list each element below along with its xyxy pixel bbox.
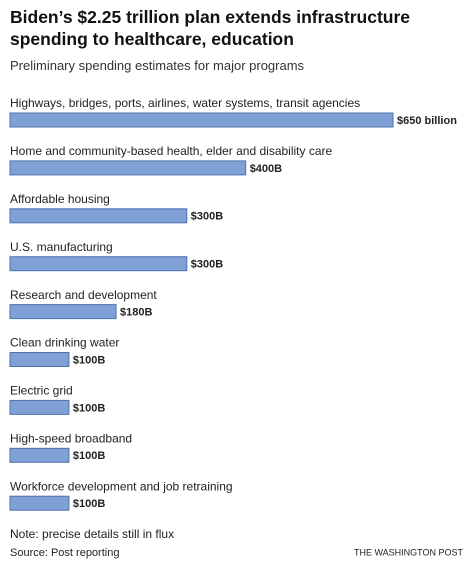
- value-label: $400B: [250, 163, 282, 175]
- value-label: $180B: [120, 307, 152, 319]
- value-label: $100B: [73, 354, 105, 366]
- category-label: Clean drinking water: [10, 336, 119, 350]
- bar: [9, 304, 117, 320]
- category-label: Home and community-based health, elder a…: [10, 144, 332, 158]
- category-label: Electric grid: [10, 384, 73, 398]
- category-label: Affordable housing: [10, 192, 110, 206]
- value-label: $300B: [191, 259, 223, 271]
- chart-title: Biden’s $2.25 trillion plan extends infr…: [10, 7, 411, 49]
- category-label: Research and development: [10, 288, 157, 302]
- value-label: $100B: [73, 402, 105, 414]
- category-label: High-speed broadband: [10, 431, 132, 445]
- value-label: $100B: [73, 498, 105, 510]
- value-label: $100B: [73, 450, 105, 462]
- note: Note: precise details still in flux: [10, 527, 174, 541]
- category-label: Workforce development and job retraining: [10, 479, 233, 493]
- bar: [9, 495, 70, 511]
- value-label: $650 billion: [397, 115, 457, 127]
- category-label: Highways, bridges, ports, airlines, wate…: [10, 96, 360, 110]
- bar: [9, 160, 247, 176]
- bar: [9, 447, 70, 463]
- source: Source: Post reporting: [10, 547, 119, 559]
- value-label: $300B: [191, 211, 223, 223]
- bar: [9, 399, 70, 415]
- bar: [9, 352, 70, 367]
- category-label: U.S. manufacturing: [10, 240, 113, 254]
- bar: [9, 112, 394, 128]
- bar: [9, 256, 188, 272]
- chart-subtitle: Preliminary spending estimates for major…: [10, 58, 305, 73]
- bar: [9, 208, 188, 224]
- credit: THE WASHINGTON POST: [354, 547, 464, 557]
